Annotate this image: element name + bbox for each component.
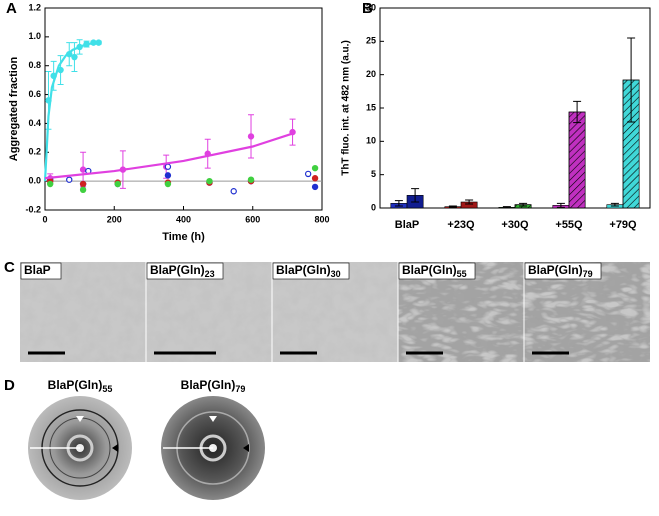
- fit-line: [44, 132, 293, 180]
- panel-d: BlaP(Gln)55 BlaP(Gln)79: [28, 378, 265, 500]
- panel-label: D: [4, 377, 15, 394]
- diffraction-label: BlaP(Gln)55: [48, 378, 113, 394]
- error-bar: [411, 188, 420, 203]
- panel-label: B: [362, 0, 373, 17]
- data-point: [79, 186, 87, 193]
- data-point: [114, 180, 121, 188]
- data-point: [71, 53, 78, 61]
- y-tick-label: 0.6: [28, 89, 41, 99]
- label-base: BlaP(Gln): [528, 263, 583, 277]
- y-tick-label: 1.2: [28, 2, 41, 12]
- y-tick-label: 30: [366, 2, 376, 12]
- panel-a: -0.2 0.0 0.2 0.4 0.6 0.8 1.0 1.2 0 200 400 600 800 Ti…: [8, 2, 330, 243]
- y-tick-label: 20: [366, 69, 376, 79]
- data-point: [164, 163, 172, 170]
- error-bar: [627, 37, 636, 123]
- y-axis-label: Aggregated fraction: [8, 56, 20, 161]
- label-subscript: 79: [583, 269, 593, 279]
- data-point: [164, 172, 172, 179]
- meridional-arrow: [76, 416, 84, 422]
- equatorial-arrow: [112, 444, 118, 452]
- equatorial-arrow: [243, 444, 249, 452]
- fit-line: [43, 41, 101, 182]
- plot-frame: [44, 7, 323, 211]
- label-base: BlaP(Gln): [276, 263, 331, 277]
- data-point: [79, 180, 87, 188]
- label-subscript: 30: [331, 269, 341, 279]
- label-base: BlaP(Gln): [402, 263, 457, 277]
- error-bar: [610, 202, 619, 207]
- data-point: [79, 166, 87, 173]
- x-tick-label: BlaP: [395, 219, 419, 231]
- x-tick-label: +30Q: [501, 219, 529, 231]
- data-point: [230, 188, 237, 195]
- y-axis-label: ThT fluo. int. at 482 nm (a.u.): [341, 40, 352, 176]
- micrograph-label: BlaP(Gln)23: [150, 263, 215, 279]
- data-point: [304, 170, 312, 178]
- error-bar: [573, 100, 582, 124]
- data-point: [311, 175, 319, 182]
- x-tick-label: +55Q: [555, 219, 583, 231]
- error-bar: [394, 200, 403, 207]
- x-axis-label: Time (h): [162, 231, 205, 243]
- micrograph-label: BlaP(Gln)79: [528, 263, 593, 279]
- label-base: BlaP(Gln): [48, 378, 103, 392]
- data-point: [164, 180, 172, 188]
- data-point: [46, 180, 54, 188]
- plot-frame: [379, 7, 651, 209]
- label-box: [20, 262, 62, 280]
- bar-hatch: [568, 111, 586, 209]
- label-subscript: 55: [457, 269, 467, 279]
- label-subscript: 23: [205, 269, 215, 279]
- error-bar: [556, 202, 565, 208]
- y-tick-label: 0.2: [28, 147, 41, 157]
- y-tick-label: -0.2: [25, 204, 41, 214]
- panel-c: BlaP BlaP(Gln)23 BlaP(Gln)30 BlaP(Gln)55 Bla…: [20, 262, 650, 362]
- y-tick-label: 0.8: [28, 60, 41, 70]
- label-subscript: 55: [102, 384, 112, 394]
- label-base: BlaP: [24, 263, 51, 277]
- y-tick-label: 0.4: [28, 118, 41, 128]
- error-bar: [448, 205, 457, 208]
- data-point: [247, 176, 255, 183]
- y-tick-label: 25: [366, 36, 376, 46]
- x-tick-label: 800: [314, 214, 329, 224]
- x-tick-label: 200: [107, 214, 122, 224]
- y-tick-label: 5: [371, 169, 376, 179]
- panel-label: C: [4, 259, 15, 276]
- micrograph-label: BlaP: [24, 263, 51, 277]
- y-tick-label: 0.0: [28, 176, 41, 186]
- label-box: [146, 262, 224, 280]
- x-tick-label: +79Q: [609, 219, 637, 231]
- error-bar: [465, 199, 474, 205]
- x-tick-label: 0: [42, 214, 47, 224]
- micrograph-label: BlaP(Gln)55: [402, 263, 467, 279]
- label-subscript: 79: [235, 384, 245, 394]
- data-point: [247, 133, 255, 140]
- x-tick-label: +23Q: [447, 219, 475, 231]
- data-point: [66, 176, 73, 183]
- label-base: BlaP(Gln): [150, 263, 205, 277]
- x-tick-label: 600: [245, 214, 260, 224]
- label-box: [398, 262, 476, 280]
- error-bar: [519, 202, 528, 207]
- y-tick-label: 15: [366, 102, 376, 112]
- label-box: [272, 262, 350, 280]
- micrograph-label: BlaP(Gln)30: [276, 263, 341, 279]
- data-point: [206, 177, 213, 185]
- panel-b: 0 5 10 15 20 25 30 ThT fluo. int. at 482 nm (a.…: [341, 2, 651, 231]
- data-point: [311, 183, 319, 191]
- label-base: BlaP(Gln): [181, 378, 236, 392]
- error-bar: [502, 206, 511, 209]
- y-tick-label: 0: [371, 202, 376, 212]
- panel-label: A: [6, 0, 17, 17]
- label-box: [524, 262, 602, 280]
- meridional-arrow: [209, 416, 217, 422]
- data-point: [311, 164, 319, 172]
- diffraction-label: BlaP(Gln)79: [181, 378, 246, 394]
- x-tick-label: 400: [176, 214, 191, 224]
- y-tick-label: 10: [366, 136, 376, 146]
- y-tick-label: 1.0: [28, 31, 41, 41]
